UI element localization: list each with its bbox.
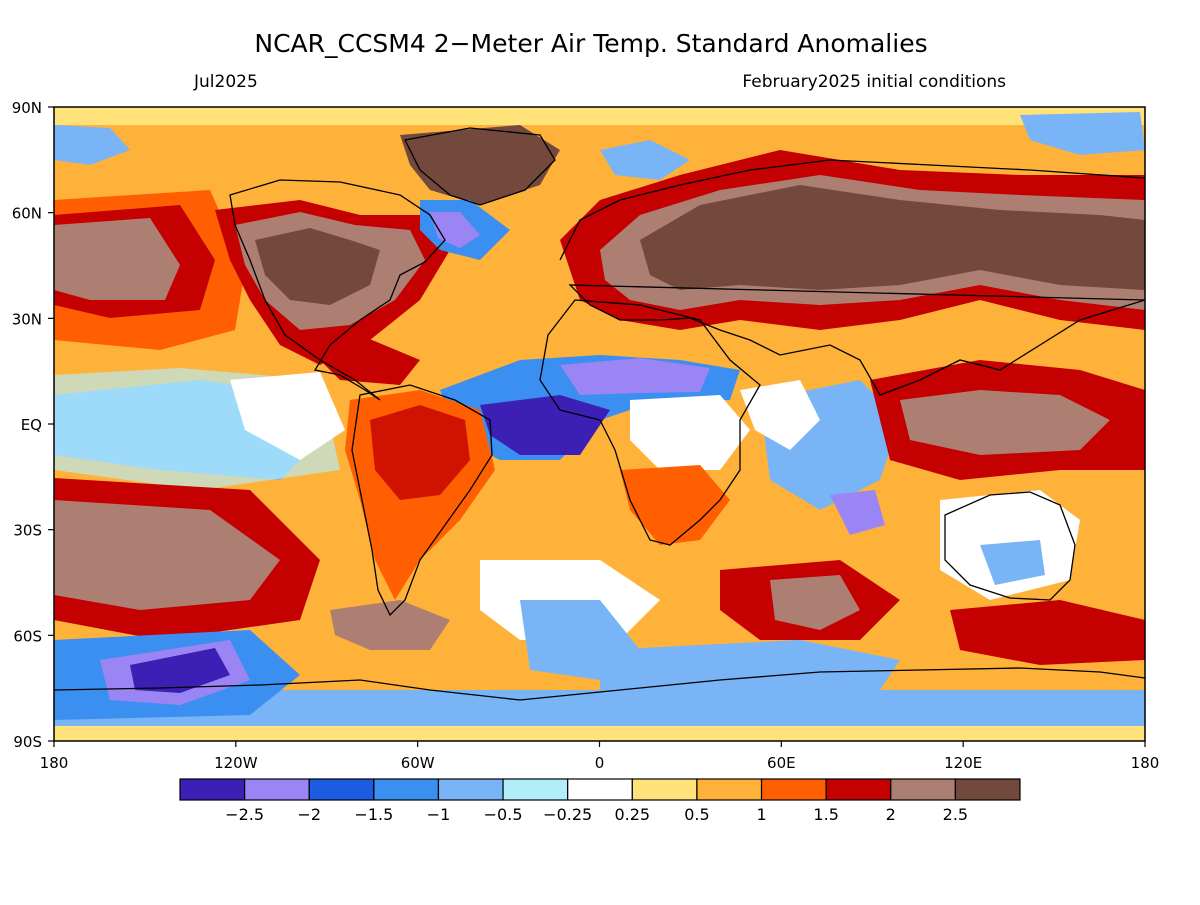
lon-tick-label: 120E <box>944 754 982 772</box>
lon-tick-label: 60W <box>401 754 435 772</box>
southern-ocean-cold-east <box>600 640 900 695</box>
lat-tick-label: 30S <box>13 522 42 540</box>
colorbar-label: −0.5 <box>484 805 523 824</box>
indian-ocean-cold-core <box>830 490 885 535</box>
gulf-of-mexico-warm <box>300 335 420 385</box>
latitude-axis: 90N 60N 30N EQ 30S 60S 90S <box>12 99 54 751</box>
colorbar-swatch <box>954 778 1021 801</box>
anomaly-field <box>54 107 1145 741</box>
lat-tick-label: 30N <box>12 310 42 328</box>
colorbar-swatch <box>437 778 504 801</box>
colorbar-label: 1.5 <box>813 805 838 824</box>
eurasia-core <box>640 185 1145 290</box>
colorbar-label: 1 <box>756 805 766 824</box>
lon-tick-label: 0 <box>595 754 605 772</box>
colorbar-swatch <box>244 778 310 801</box>
lat-tick-label: EQ <box>21 416 42 434</box>
npac-extreme-region <box>54 218 180 300</box>
north-atlantic-cool <box>600 140 690 180</box>
colorbar-label: 2.5 <box>943 805 968 824</box>
colorbar-label: 2 <box>886 805 896 824</box>
colorbar-label: −0.25 <box>543 805 592 824</box>
arctic-cold-patch <box>1020 112 1145 155</box>
coastlines <box>54 127 1145 701</box>
central-africa-neutral <box>630 395 750 470</box>
eq-pacific-white <box>230 372 345 460</box>
south-america-hot <box>370 405 470 500</box>
init-conditions: February2025 initial conditions <box>742 72 1006 92</box>
indian-ocean-neutral <box>740 380 820 450</box>
southern-ocean-deep-cold <box>130 648 230 693</box>
colorbar-swatch <box>502 778 569 801</box>
eurasia-coastline <box>559 159 1145 396</box>
patagonia-extreme <box>330 600 450 650</box>
maritime-continent-extreme <box>900 390 1110 455</box>
southern-ocean-warm-east <box>950 600 1145 665</box>
gulf-of-guinea-deep-cold <box>480 395 610 455</box>
lat-tick-label: 60S <box>13 627 42 645</box>
lat-tick-label: 90N <box>12 99 42 117</box>
north-america-core <box>255 228 380 305</box>
north-america-coastline <box>229 179 446 401</box>
greenland-hot <box>400 125 560 205</box>
greenland-coastline <box>404 127 556 206</box>
colorbar-label: −2 <box>297 805 321 824</box>
colorbar-label: 0.25 <box>614 805 650 824</box>
figure-title: NCAR_CCSM4 2−Meter Air Temp. Standard An… <box>254 29 927 58</box>
lon-tick-label: 60E <box>767 754 796 772</box>
colorbar-swatch <box>890 778 956 801</box>
antarctic-edge <box>54 726 1145 741</box>
north-atlantic-extreme-cold <box>430 212 480 248</box>
south-america-coastline <box>351 384 493 617</box>
colorbar: −2.5 −2 −1.5 −1 −0.5 −0.25 0.25 0.5 1 1.5 2 2.5 <box>179 778 1021 824</box>
colorbar-swatch <box>760 778 827 801</box>
lat-tick-label: 90S <box>13 733 42 751</box>
colorbar-label: −2.5 <box>225 805 264 824</box>
colorbar-label: 0.5 <box>684 805 709 824</box>
arctic-cold-patch-west <box>54 125 130 165</box>
southern-africa-warm <box>620 465 730 545</box>
colorbar-swatch <box>179 778 246 801</box>
colorbar-swatch <box>825 778 892 801</box>
colorbar-label: −1.5 <box>354 805 393 824</box>
colorbar-swatch <box>567 778 633 801</box>
australia-cool <box>980 540 1045 585</box>
colorbar-label: −1 <box>427 805 451 824</box>
australia-coastline <box>944 491 1076 601</box>
colorbar-swatch <box>631 778 698 801</box>
south-pacific-hot <box>54 500 280 610</box>
valid-month: Jul2025 <box>193 72 258 92</box>
lat-tick-label: 60N <box>12 205 42 223</box>
lon-tick-label: 180 <box>1131 754 1160 772</box>
lon-tick-label: 180 <box>40 754 69 772</box>
antarctica-coastline <box>54 667 1145 701</box>
sahel-extreme-cold <box>560 358 710 395</box>
longitude-axis: 180 120W 60W 0 60E 120E 180 <box>40 741 1160 772</box>
south-indian-extreme <box>770 575 860 630</box>
colorbar-swatch <box>308 778 375 801</box>
colorbar-swatch <box>373 778 440 801</box>
africa-coastline <box>539 299 761 546</box>
arctic-band <box>54 107 1145 125</box>
colorbar-swatch <box>696 778 763 801</box>
lon-tick-label: 120W <box>214 754 258 772</box>
